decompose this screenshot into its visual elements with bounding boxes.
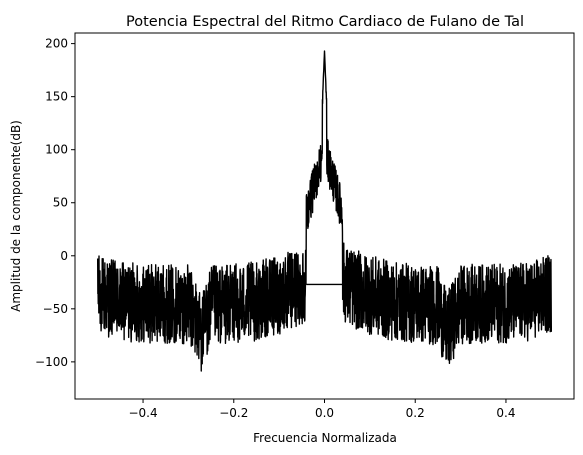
y-axis-label: Amplitud de la componente(dB) <box>9 120 23 312</box>
y-tick-label: 100 <box>45 143 68 157</box>
x-axis-label: Frecuencia Normalizada <box>253 431 397 445</box>
y-tick-label: 0 <box>60 249 68 263</box>
x-tick-label: −0.2 <box>219 406 248 420</box>
plot-area <box>96 50 553 372</box>
y-tick-label: −100 <box>35 355 68 369</box>
y-tick-label: −50 <box>43 302 68 316</box>
x-tick-label: 0.0 <box>315 406 334 420</box>
chart-title: Potencia Espectral del Ritmo Cardiaco de… <box>126 14 524 30</box>
x-tick-label: −0.4 <box>128 406 157 420</box>
series-layer <box>96 50 553 372</box>
x-axis: −0.4 −0.2 0.0 0.2 0.4 <box>128 399 516 420</box>
plot-frame <box>74 32 575 400</box>
y-tick-label: 50 <box>53 196 68 210</box>
y-axis: −100 −50 0 50 100 150 200 <box>35 37 75 369</box>
y-tick-label: 200 <box>45 37 68 51</box>
x-tick-label: 0.2 <box>406 406 425 420</box>
spectrum-series-line <box>96 50 553 372</box>
y-tick-label: 150 <box>45 90 68 104</box>
x-tick-label: 0.4 <box>496 406 515 420</box>
